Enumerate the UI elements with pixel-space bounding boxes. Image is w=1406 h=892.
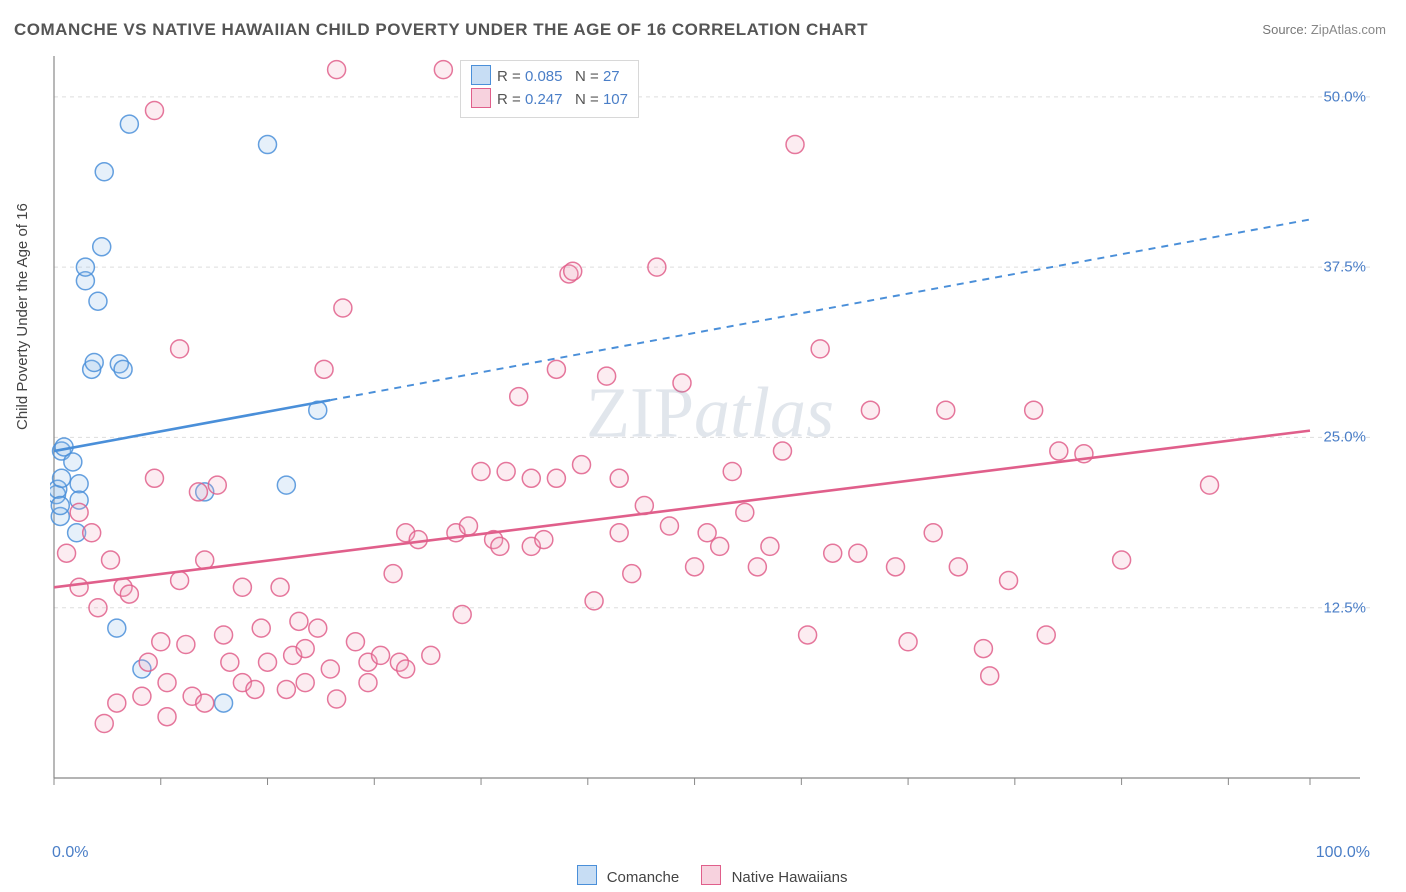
- legend-swatch-comanche: [577, 865, 597, 885]
- legend-label-comanche: Comanche: [607, 869, 680, 886]
- stats-swatch: [471, 88, 491, 108]
- y-tick-label: 37.5%: [1323, 259, 1366, 276]
- plot-svg: [50, 48, 1370, 808]
- chart-title: COMANCHE VS NATIVE HAWAIIAN CHILD POVERT…: [14, 20, 868, 40]
- stats-row: R = 0.085 N = 27: [471, 65, 628, 88]
- correlation-stats-legend: R = 0.085 N = 27R = 0.247 N = 107: [460, 60, 639, 118]
- source-label: Source:: [1262, 22, 1307, 37]
- y-axis-label: Child Poverty Under the Age of 16: [14, 203, 31, 430]
- scatter-plot: ZIPatlas: [50, 48, 1370, 808]
- source-attribution: Source: ZipAtlas.com: [1262, 22, 1386, 37]
- x-axis-max-label: 100.0%: [1316, 844, 1370, 862]
- series-legend: Comanche Native Hawaiians: [0, 865, 1406, 886]
- legend-label-hawaiians: Native Hawaiians: [732, 869, 848, 886]
- stats-row: R = 0.247 N = 107: [471, 88, 628, 111]
- stats-swatch: [471, 65, 491, 85]
- x-axis-min-label: 0.0%: [52, 844, 88, 862]
- source-value: ZipAtlas.com: [1311, 22, 1386, 37]
- y-tick-label: 25.0%: [1323, 429, 1366, 446]
- y-tick-label: 12.5%: [1323, 599, 1366, 616]
- y-tick-label: 50.0%: [1323, 88, 1366, 105]
- legend-swatch-hawaiians: [701, 865, 721, 885]
